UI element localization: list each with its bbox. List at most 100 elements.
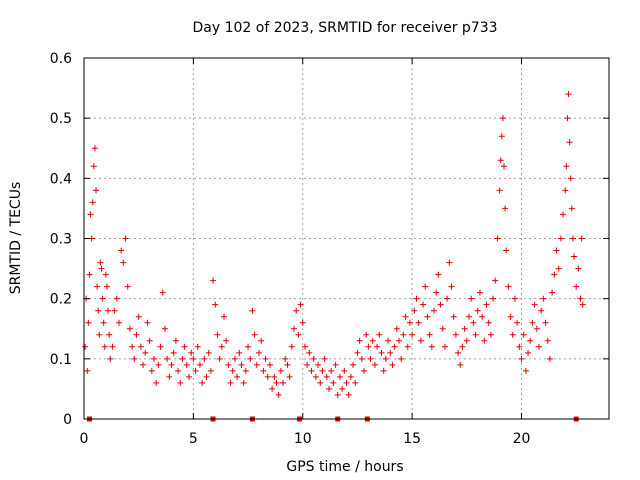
data-point (225, 361, 232, 368)
data-point (87, 211, 94, 218)
data-point (297, 301, 304, 308)
data-point (332, 361, 339, 368)
data-point (105, 307, 112, 314)
data-point (245, 343, 252, 350)
data-point (199, 379, 206, 386)
data-point (406, 319, 413, 326)
data-point (271, 373, 278, 380)
data-point (293, 307, 300, 314)
data-point (258, 337, 265, 344)
data-point (172, 337, 179, 344)
data-point (566, 139, 573, 146)
data-point (116, 319, 122, 326)
data-point (159, 289, 166, 296)
data-point (527, 337, 534, 344)
data-point (544, 337, 551, 344)
data-point (345, 391, 352, 398)
x-tick-label: 5 (189, 431, 198, 447)
data-point (341, 367, 348, 374)
data-point (291, 325, 297, 332)
data-point (137, 343, 144, 350)
data-point (435, 271, 442, 278)
data-point (413, 295, 420, 302)
data-point (231, 355, 238, 362)
data-point (501, 163, 507, 170)
data-point (153, 379, 160, 386)
data-point (514, 319, 521, 326)
data-point (525, 349, 532, 356)
data-point (260, 367, 267, 374)
data-point (479, 313, 486, 320)
data-point (573, 283, 580, 290)
data-point (450, 313, 457, 320)
data-point (330, 379, 337, 386)
data-point (218, 343, 225, 350)
data-point (398, 355, 405, 362)
data-point (472, 331, 479, 338)
data-point (557, 235, 564, 242)
data-point (448, 283, 455, 290)
data-point (133, 331, 140, 338)
data-point (492, 277, 499, 284)
data-point (391, 343, 398, 350)
data-point (266, 361, 273, 368)
data-point (352, 379, 359, 386)
data-point (236, 349, 243, 356)
data-point (129, 343, 136, 350)
data-point (455, 349, 462, 356)
data-point (393, 325, 400, 332)
data-point (146, 337, 153, 344)
data-point (516, 343, 523, 350)
data-point (238, 361, 245, 368)
data-point (168, 361, 175, 368)
data-point (358, 355, 365, 362)
y-tick-label: 0.3 (50, 232, 72, 248)
data-point (109, 343, 116, 350)
data-point (124, 283, 131, 290)
data-point (326, 385, 332, 392)
data-point (242, 367, 249, 374)
y-tick-label: 0.6 (50, 51, 72, 67)
x-tick-labels: 0 5 10 15 20 (80, 431, 531, 447)
data-point (400, 331, 407, 338)
data-point (538, 307, 545, 314)
data-point (148, 367, 155, 374)
data-point (89, 199, 96, 206)
data-point (520, 331, 527, 338)
data-point (161, 325, 168, 332)
data-point (99, 295, 106, 302)
data-point (282, 355, 289, 362)
data-point (107, 355, 114, 362)
data-point (485, 319, 492, 326)
data-point (542, 319, 549, 326)
data-point (457, 361, 464, 368)
data-point (439, 325, 446, 332)
data-point (502, 205, 509, 212)
data-point (310, 355, 317, 362)
data-point (365, 343, 372, 350)
data-point (404, 343, 411, 350)
data-point (90, 163, 97, 170)
data-point (94, 283, 101, 290)
data-point (498, 133, 505, 140)
data-point (113, 295, 120, 302)
data-point (210, 277, 217, 284)
data-point (560, 211, 567, 218)
data-point (91, 145, 98, 152)
data-points (82, 91, 586, 398)
data-point (164, 355, 171, 362)
data-point (126, 325, 133, 332)
data-point (343, 379, 350, 386)
data-point (371, 361, 378, 368)
data-point (536, 343, 542, 350)
data-point (417, 337, 424, 344)
data-point (190, 355, 197, 362)
data-point (319, 367, 326, 374)
data-point (306, 349, 313, 356)
data-point (253, 361, 260, 368)
data-point (205, 349, 212, 356)
data-point (328, 367, 335, 374)
data-point (273, 379, 280, 386)
data-point (122, 235, 129, 242)
